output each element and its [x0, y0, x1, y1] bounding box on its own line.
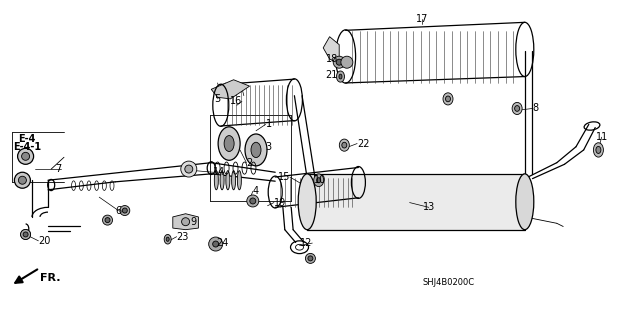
Ellipse shape [516, 174, 534, 230]
Text: 1: 1 [266, 119, 272, 130]
Circle shape [250, 198, 256, 204]
Circle shape [336, 59, 342, 65]
Circle shape [23, 232, 28, 237]
Text: E-4-1: E-4-1 [13, 142, 41, 152]
Text: 20: 20 [38, 236, 51, 246]
Ellipse shape [445, 96, 451, 102]
Ellipse shape [596, 146, 601, 153]
Circle shape [15, 172, 31, 188]
Circle shape [19, 176, 26, 184]
Text: 12: 12 [300, 238, 312, 248]
Ellipse shape [251, 142, 261, 158]
Text: 3: 3 [266, 142, 272, 152]
Text: 11: 11 [595, 132, 608, 142]
Bar [307, 174, 525, 230]
Circle shape [105, 218, 110, 223]
Ellipse shape [298, 174, 316, 230]
Polygon shape [323, 37, 339, 64]
Ellipse shape [245, 134, 267, 166]
Text: FR.: FR. [40, 272, 60, 283]
Ellipse shape [220, 171, 224, 190]
Circle shape [341, 56, 353, 68]
Ellipse shape [232, 171, 236, 190]
Text: 16: 16 [230, 96, 242, 107]
Ellipse shape [317, 178, 321, 183]
Circle shape [308, 256, 313, 261]
Ellipse shape [180, 161, 197, 177]
Ellipse shape [339, 74, 342, 79]
Text: 24: 24 [216, 238, 228, 248]
Text: 9: 9 [191, 217, 197, 227]
Text: 2: 2 [246, 158, 253, 168]
Text: 18: 18 [326, 54, 338, 64]
Circle shape [18, 148, 34, 164]
Ellipse shape [339, 139, 349, 151]
Polygon shape [173, 214, 198, 230]
Ellipse shape [218, 127, 240, 160]
Text: 13: 13 [422, 202, 435, 212]
Circle shape [212, 241, 219, 247]
Text: 5: 5 [214, 94, 221, 104]
Text: 17: 17 [416, 13, 429, 24]
Circle shape [23, 232, 28, 237]
Text: 14: 14 [213, 167, 225, 177]
Ellipse shape [337, 71, 344, 82]
Circle shape [120, 205, 130, 216]
Ellipse shape [214, 171, 218, 190]
Text: 4: 4 [253, 186, 259, 197]
Circle shape [20, 229, 31, 240]
Text: E-4: E-4 [18, 134, 35, 144]
Circle shape [305, 253, 316, 263]
Text: 22: 22 [357, 138, 370, 149]
Ellipse shape [443, 93, 453, 105]
Ellipse shape [314, 174, 324, 187]
Circle shape [247, 195, 259, 207]
Ellipse shape [224, 136, 234, 152]
Ellipse shape [593, 143, 604, 157]
Ellipse shape [166, 237, 169, 241]
Circle shape [333, 56, 345, 68]
Ellipse shape [164, 234, 171, 244]
Text: 23: 23 [177, 232, 189, 242]
Circle shape [20, 229, 31, 240]
Polygon shape [211, 80, 250, 99]
Text: SHJ4B0200C: SHJ4B0200C [422, 278, 474, 287]
Text: 7: 7 [55, 164, 61, 174]
Text: 21: 21 [326, 70, 338, 80]
Circle shape [209, 237, 223, 251]
Text: 8: 8 [532, 103, 539, 114]
Text: 10: 10 [314, 175, 326, 185]
Ellipse shape [182, 218, 189, 226]
Circle shape [22, 152, 29, 160]
Ellipse shape [342, 142, 347, 148]
Text: 6: 6 [115, 205, 122, 216]
Circle shape [102, 215, 113, 225]
Ellipse shape [226, 171, 230, 190]
Ellipse shape [512, 102, 522, 115]
Ellipse shape [185, 165, 193, 173]
Ellipse shape [515, 106, 520, 111]
Text: 19: 19 [274, 197, 286, 208]
Text: 15: 15 [278, 172, 290, 182]
Circle shape [122, 208, 127, 213]
Ellipse shape [237, 171, 241, 190]
